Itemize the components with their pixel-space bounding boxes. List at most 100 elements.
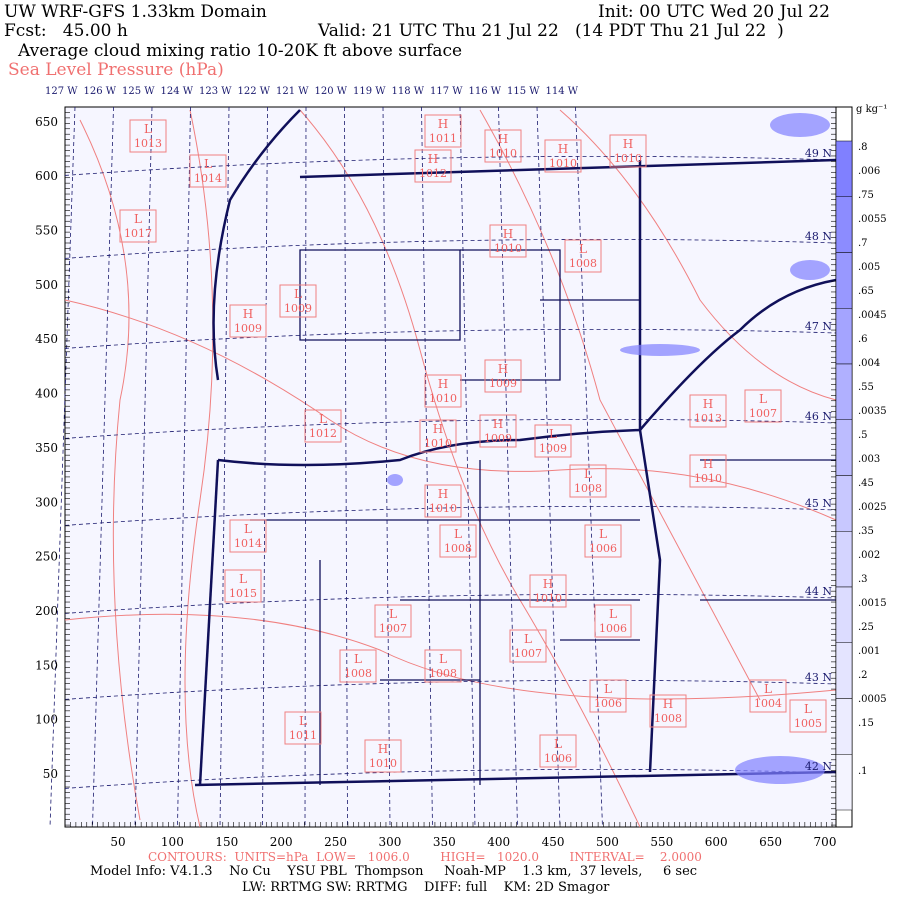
county-border (299, 249, 461, 341)
x-tick-label: 550 (650, 835, 673, 849)
colorbar-swatch (835, 475, 853, 532)
pressure-value: 1008 (569, 257, 597, 270)
low-pressure-marker: L (584, 467, 592, 481)
colorbar-label: .45 (858, 478, 874, 489)
high-pressure-marker: H (703, 397, 713, 411)
longitude-label: 114 W (545, 86, 579, 97)
meridian-line (219, 106, 230, 828)
y-tick-label: 600 (35, 169, 58, 183)
x-tick-label: 600 (705, 835, 728, 849)
pressure-label-box (279, 284, 317, 318)
pressure-value: 1010 (549, 157, 577, 170)
pressure-label-box (609, 134, 647, 168)
parallel-line (64, 505, 837, 526)
meridian-line (344, 106, 348, 828)
low-pressure-marker: L (319, 412, 327, 426)
pressure-value: 1007 (514, 647, 542, 660)
physics-info: LW: RRTMG SW: RRTMG DIFF: full KM: 2D Sm… (242, 880, 610, 895)
low-pressure-marker: L (804, 702, 812, 716)
state-border (639, 278, 837, 431)
state-border (217, 428, 641, 467)
high-pressure-marker: H (543, 577, 553, 591)
pressure-label-box (364, 739, 402, 773)
state-border (638, 160, 662, 773)
colorbar-swatch (835, 363, 853, 420)
low-pressure-marker: L (524, 632, 532, 646)
x-tick-label: 500 (596, 835, 619, 849)
low-pressure-marker: L (354, 652, 362, 666)
pressure-value: 1015 (229, 587, 257, 600)
pressure-value: 1009 (234, 322, 262, 335)
colorbar-label: .7 (858, 238, 868, 249)
pressure-label-box (539, 734, 577, 768)
pressure-label-box (534, 424, 572, 458)
colorbar-swatch (835, 308, 853, 365)
y-tick-label: 200 (35, 604, 58, 618)
longitude-label: 116 W (468, 86, 502, 97)
forecast-hour: Fcst: 45.00 h (4, 21, 128, 41)
pressure-value: 1008 (574, 482, 602, 495)
pressure-value: 1011 (429, 132, 457, 145)
state-border (212, 109, 301, 381)
map-background (64, 106, 837, 828)
low-pressure-marker: L (764, 682, 772, 696)
pressure-label-box (304, 409, 342, 443)
longitude-label: 120 W (314, 86, 348, 97)
longitude-label: 126 W (83, 86, 117, 97)
high-pressure-marker: H (623, 137, 633, 151)
pressure-label-box (749, 679, 787, 713)
meridian-line (421, 106, 433, 828)
latitude-label: 42 N (805, 760, 832, 773)
high-pressure-marker: H (243, 307, 253, 321)
low-pressure-marker: L (244, 522, 252, 536)
state-border (194, 770, 837, 787)
colorbar-label: .0005 (858, 694, 887, 705)
pressure-label-box (529, 574, 567, 608)
pressure-value: 1008 (344, 667, 372, 680)
pressure-label-box (419, 419, 457, 453)
pressure-label-box (284, 711, 322, 745)
pressure-value: 1011 (289, 729, 317, 742)
x-tick-label: 450 (542, 835, 565, 849)
pressure-label-box (424, 484, 462, 518)
x-tick-label: 150 (215, 835, 238, 849)
x-tick-label: 350 (433, 835, 456, 849)
colorbar-label: .25 (858, 622, 874, 633)
pressure-value: 1010 (694, 472, 722, 485)
colorbar-label: .3 (858, 574, 868, 585)
low-pressure-marker: L (609, 607, 617, 621)
meridian-line (92, 106, 114, 828)
y-tick-label: 100 (35, 713, 58, 727)
colorbar-swatch (835, 531, 853, 588)
meridian-line (498, 106, 518, 828)
pressure-value: 1010 (614, 152, 642, 165)
x-tick-label: 700 (814, 835, 837, 849)
pressure-label-box (119, 209, 157, 243)
colorbar-label: .0035 (858, 406, 887, 417)
pressure-label-box (484, 129, 522, 163)
longitude-label: 117 W (430, 86, 463, 97)
high-pressure-marker: H (438, 377, 448, 391)
meridian-line (575, 106, 603, 828)
high-pressure-marker: H (428, 152, 438, 166)
low-pressure-marker: L (579, 242, 587, 256)
y-tick-label: 250 (35, 550, 58, 564)
longitude-label: 127 W (45, 86, 78, 97)
high-pressure-marker: H (493, 417, 503, 431)
low-pressure-marker: L (294, 287, 302, 301)
